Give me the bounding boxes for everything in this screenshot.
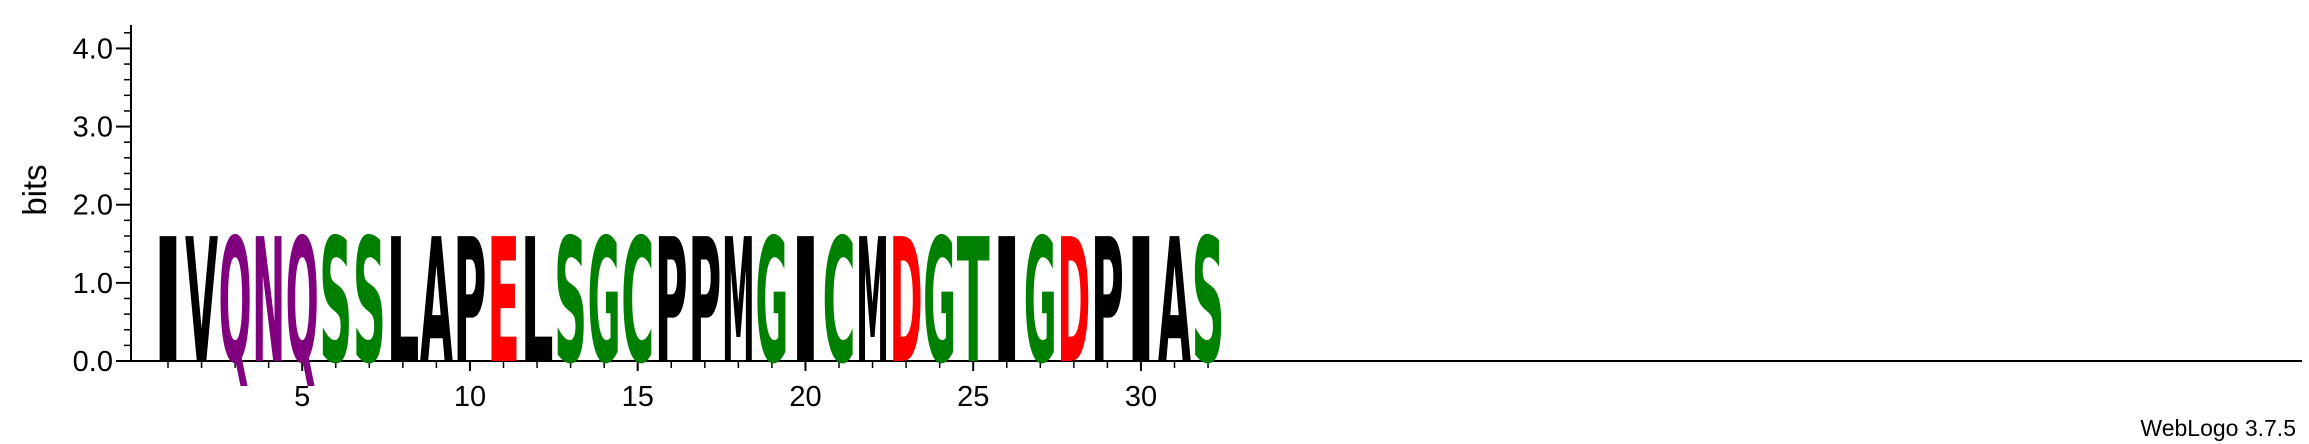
x-tick-label: 5 [294, 381, 310, 413]
x-tick-label: 30 [1125, 381, 1157, 413]
residue-letter-V: V [185, 203, 218, 402]
axes [116, 25, 2302, 371]
residue-letter-C: C [823, 202, 856, 402]
y-axis-title: bits [16, 164, 53, 215]
residue-letter-L: L [386, 203, 419, 402]
residue-letter-I: I [990, 203, 1023, 403]
residue-letter-P: P [655, 202, 688, 402]
y-tick-label: 0.0 [73, 346, 113, 378]
residue-letter-P: P [688, 202, 721, 402]
residue-letter-A: A [1158, 203, 1191, 402]
residue-letter-D: D [890, 204, 923, 402]
x-tick-label: 20 [789, 381, 821, 413]
weblogo-credit: WebLogo 3.7.5 [2140, 415, 2296, 441]
axis-labels: 0.0 1.0 2.0 3.0 4.0 5 10 15 20 25 30 [73, 33, 1157, 413]
residue-letter-G: G [755, 204, 788, 402]
residue-letter-I: I [152, 203, 185, 403]
residue-letter-A: A [420, 203, 453, 402]
residue-letter-Q: Q [219, 204, 252, 403]
y-tick-label: 3.0 [73, 112, 113, 144]
residue-letter-P: P [1091, 202, 1124, 402]
residue-letter-M: M [856, 204, 889, 403]
residue-letter-P: P [453, 202, 486, 402]
residue-letter-C: C [621, 202, 654, 402]
residue-letter-D: D [1057, 204, 1090, 402]
residue-letter-S: S [1192, 203, 1225, 402]
residue-letter-N: N [252, 204, 285, 402]
y-tick-label: 2.0 [73, 190, 113, 222]
y-tick-label: 1.0 [73, 268, 113, 300]
x-tick-label: 25 [957, 381, 989, 413]
x-tick-label: 10 [454, 381, 486, 413]
residue-letter-S: S [353, 203, 386, 402]
residue-letter-G: G [1024, 204, 1057, 402]
residue-letter-G: G [588, 204, 621, 402]
residue-letter-S: S [319, 203, 352, 402]
residue-letter-Q: Q [286, 204, 319, 403]
residue-letter-T: T [957, 202, 990, 402]
y-tick-label: 4.0 [73, 33, 113, 65]
residue-letter-S: S [554, 203, 587, 402]
residue-letter-I: I [1124, 203, 1157, 403]
residue-letter-L: L [521, 203, 554, 402]
residue-letter-G: G [923, 204, 956, 402]
residue-letter-E: E [487, 202, 520, 402]
x-tick-label: 15 [622, 381, 654, 413]
residue-letter-M: M [722, 204, 755, 403]
residue-letter-I: I [789, 203, 822, 403]
